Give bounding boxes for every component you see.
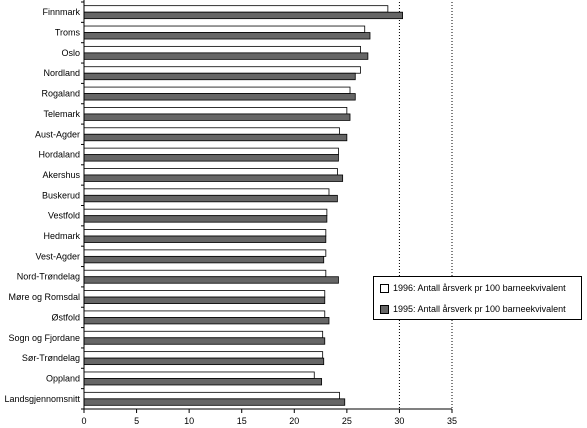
bar-6-1 <box>83 133 348 142</box>
bar-5-0 <box>83 107 348 115</box>
bar-4-1 <box>83 93 356 101</box>
category-label-13: Nord-Trøndelag <box>17 272 80 282</box>
bar-0-1 <box>83 11 403 20</box>
legend: 1996: Antall årsverk pr 100 barneekvival… <box>373 276 582 320</box>
bar-4-0 <box>83 86 351 94</box>
category-label-6: Aust-Agder <box>35 129 80 139</box>
bar-19-0 <box>83 391 340 400</box>
legend-item-1995: 1995: Antall årsverk pr 100 barneekvival… <box>380 303 566 315</box>
category-label-11: Hedmark <box>43 231 80 241</box>
category-label-19: Landsgjennomsnitt <box>4 394 80 404</box>
category-label-5: Telemark <box>43 109 80 119</box>
x-tick-label-30: 30 <box>394 416 404 426</box>
x-axis: 0 5 10 15 20 25 30 35 <box>81 0 457 426</box>
category-label-10: Vestfold <box>48 211 80 221</box>
x-tick-label-10: 10 <box>184 416 194 426</box>
bar-14-0 <box>83 290 326 298</box>
bar-1-0 <box>83 25 366 33</box>
bar-15-0 <box>83 310 326 318</box>
legend-label-1995: 1995: Antall årsverk pr 100 barneekvival… <box>393 304 566 314</box>
legend-swatch-1996 <box>380 283 389 293</box>
category-label-2: Oslo <box>61 48 80 58</box>
bar-0-0 <box>83 5 389 13</box>
bar-5-1 <box>83 113 351 121</box>
bar-13-1 <box>83 276 339 284</box>
bar-18-1 <box>83 378 323 386</box>
bar-12-1 <box>83 255 325 264</box>
bar-8-0 <box>83 168 338 176</box>
x-tick-label-5: 5 <box>134 416 139 426</box>
bar-16-1 <box>83 337 326 345</box>
category-label-18: Oppland <box>46 373 80 383</box>
category-label-14: Møre og Romsdal <box>8 292 80 302</box>
bar-15-1 <box>83 317 330 325</box>
bar-11-0 <box>83 229 327 237</box>
category-label-7: Hordaland <box>38 150 80 160</box>
bar-8-1 <box>83 174 344 182</box>
bar-10-0 <box>83 208 328 217</box>
bar-10-1 <box>83 215 328 223</box>
category-label-9: Buskerud <box>42 190 80 200</box>
category-label-16: Sogn og Fjordane <box>8 333 80 343</box>
category-labels: Finnmark Troms Oslo Nordland Rogaland Telemar… <box>4 7 80 404</box>
category-label-15: Østfold <box>51 312 80 322</box>
x-tick-label-25: 25 <box>342 416 352 426</box>
category-label-4: Rogaland <box>41 89 80 99</box>
x-tick-label-35: 35 <box>447 416 457 426</box>
bar-2-1 <box>83 52 369 60</box>
category-label-3: Nordland <box>43 68 80 78</box>
bar-3-0 <box>83 66 361 74</box>
bar-11-1 <box>83 235 327 243</box>
bar-13-0 <box>83 269 327 278</box>
category-label-0: Finnmark <box>42 7 80 17</box>
bar-3-1 <box>83 72 356 81</box>
bar-14-1 <box>83 296 326 304</box>
bar-7-1 <box>83 154 339 162</box>
x-tick-label-20: 20 <box>289 416 299 426</box>
bar-17-1 <box>83 357 325 366</box>
bar-17-0 <box>83 351 324 359</box>
category-label-17: Sør-Trøndelag <box>22 353 80 363</box>
category-label-1: Troms <box>55 28 81 38</box>
bar-9-1 <box>83 194 338 203</box>
bar-9-0 <box>83 188 330 196</box>
legend-item-1996: 1996: Antall årsverk pr 100 barneekvival… <box>380 282 566 294</box>
bar-1-1 <box>83 32 371 40</box>
grid-lines <box>398 2 453 409</box>
bar-18-0 <box>83 371 315 379</box>
category-label-12: Vest-Agder <box>35 251 80 261</box>
bar-16-0 <box>83 330 324 339</box>
legend-label-1996: 1996: Antall årsverk pr 100 barneekvival… <box>393 283 566 293</box>
x-tick-label-0: 0 <box>81 416 86 426</box>
bar-6-0 <box>83 127 340 135</box>
category-label-8: Akershus <box>42 170 80 180</box>
bar-7-0 <box>83 147 339 156</box>
bar-2-0 <box>83 45 361 54</box>
x-tick-label-15: 15 <box>237 416 247 426</box>
bar-19-1 <box>83 398 346 406</box>
legend-swatch-1995 <box>380 304 389 314</box>
bar-12-0 <box>83 249 327 257</box>
bars <box>83 5 403 406</box>
